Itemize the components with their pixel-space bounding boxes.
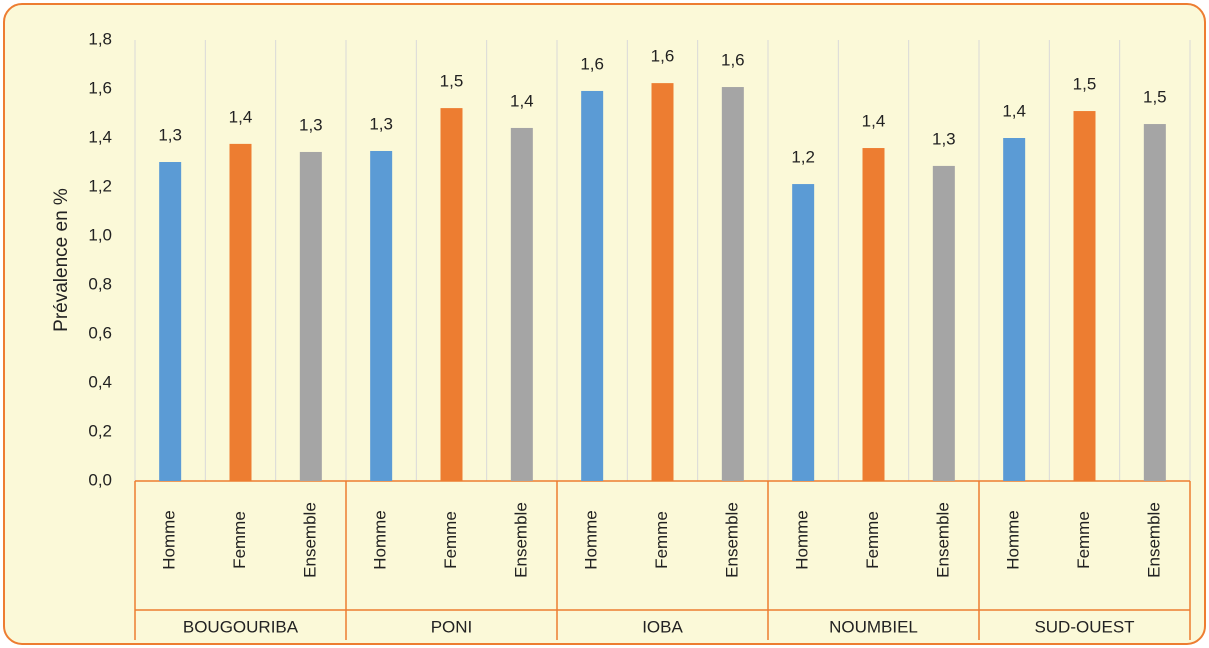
- group-label: PONI: [431, 617, 473, 636]
- data-label: 1,4: [862, 112, 886, 131]
- y-tick-label: 1,6: [88, 78, 112, 97]
- y-tick-label: 1,2: [88, 176, 112, 195]
- bar: [229, 143, 252, 481]
- x-tick-label: Homme: [160, 510, 179, 570]
- y-tick-label: 0,2: [88, 421, 112, 440]
- bar: [721, 87, 744, 481]
- bar: [299, 151, 322, 481]
- y-tick-label: 0,0: [88, 470, 112, 489]
- data-label: 1,6: [651, 47, 675, 66]
- x-tick-label: Homme: [793, 510, 812, 570]
- group-label: IOBA: [642, 617, 683, 636]
- data-label: 1,6: [580, 54, 604, 73]
- x-tick-label: Femme: [441, 511, 460, 569]
- bar: [792, 184, 815, 481]
- x-tick-label: Ensemble: [1144, 502, 1163, 578]
- y-tick-label: 0,8: [88, 274, 112, 293]
- x-tick-label: Ensemble: [300, 502, 319, 578]
- data-label: 1,4: [510, 91, 534, 110]
- data-label: 1,4: [229, 107, 253, 126]
- y-tick-label: 1,0: [88, 225, 112, 244]
- bar: [1003, 138, 1026, 481]
- data-label: 1,3: [369, 114, 393, 133]
- data-label: 1,2: [791, 148, 815, 167]
- bar: [932, 165, 955, 481]
- bar: [651, 83, 674, 482]
- group-label: NOUMBIEL: [829, 617, 918, 636]
- data-label: 1,5: [1073, 75, 1097, 94]
- data-label: 1,5: [1143, 88, 1167, 107]
- data-label: 1,3: [932, 129, 956, 148]
- bar: [510, 127, 533, 481]
- x-tick-label: Ensemble: [511, 502, 530, 578]
- bar: [1143, 124, 1166, 481]
- bar: [862, 148, 885, 482]
- data-label: 1,5: [440, 72, 464, 91]
- y-tick-label: 1,4: [88, 127, 112, 146]
- bar: [581, 90, 604, 482]
- group-label: BOUGOURIBA: [183, 617, 299, 636]
- x-tick-label: Femme: [1074, 511, 1093, 569]
- x-tick-label: Homme: [371, 510, 390, 570]
- x-tick-label: Ensemble: [722, 502, 741, 578]
- x-tick-label: Ensemble: [933, 502, 952, 578]
- x-tick-label: Femme: [863, 511, 882, 569]
- y-tick-label: 1,8: [88, 29, 112, 48]
- x-tick-label: Femme: [230, 511, 249, 569]
- bar: [440, 108, 463, 482]
- x-tick-label: Homme: [582, 510, 601, 570]
- y-tick-label: 0,4: [88, 372, 112, 391]
- bar: [1073, 111, 1096, 482]
- group-label: SUD-OUEST: [1034, 617, 1134, 636]
- y-tick-label: 0,6: [88, 323, 112, 342]
- data-label: 1,3: [299, 115, 323, 134]
- x-tick-label: Femme: [652, 511, 671, 569]
- bar: [370, 150, 393, 482]
- x-tick-label: Homme: [1004, 510, 1023, 570]
- data-label: 1,4: [1002, 101, 1026, 120]
- data-label: 1,6: [721, 51, 745, 70]
- data-label: 1,3: [158, 125, 182, 144]
- y-axis-label: Prévalence en %: [51, 188, 72, 332]
- bar: [159, 162, 182, 481]
